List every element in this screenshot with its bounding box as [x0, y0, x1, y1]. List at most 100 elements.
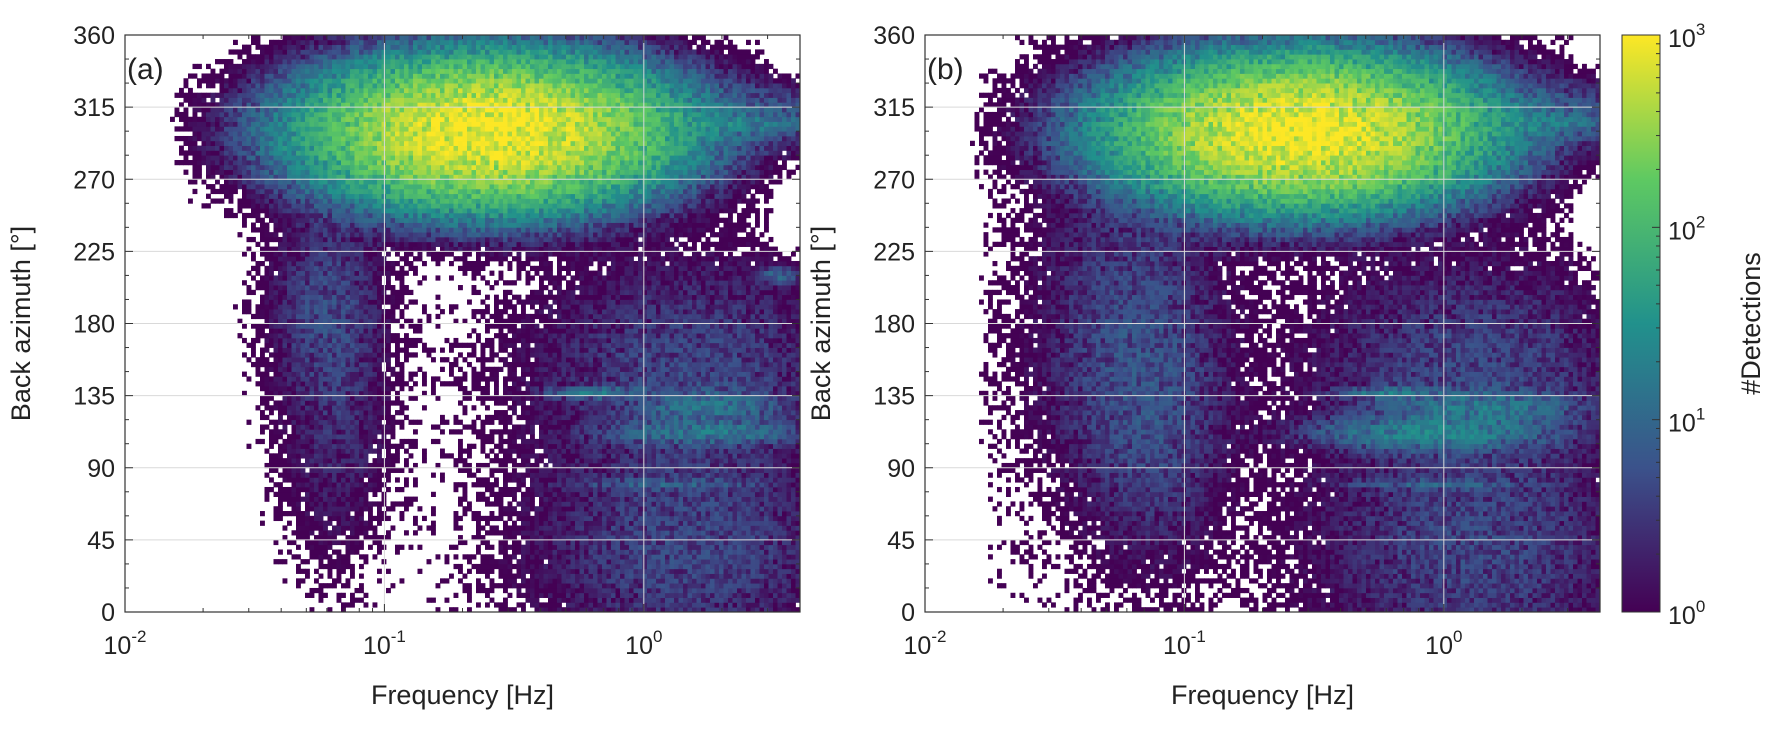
heatmap-cell: [287, 386, 292, 392]
heatmap-cell: [296, 198, 301, 204]
heatmap-cell: [278, 116, 283, 122]
heatmap-cell: [390, 73, 396, 79]
heatmap-cell: [206, 73, 211, 79]
heatmap-cell: [462, 87, 468, 94]
heatmap-cell: [345, 602, 351, 608]
heatmap-cell: [269, 299, 274, 305]
heatmap-cell: [440, 160, 445, 166]
heatmap-cell: [341, 472, 346, 478]
heatmap-cell: [386, 318, 391, 324]
heatmap-cell: [467, 203, 472, 209]
heatmap-cell: [215, 188, 220, 195]
heatmap-cell: [413, 203, 418, 209]
heatmap-cell: [368, 236, 373, 243]
heatmap-cell: [336, 59, 342, 65]
heatmap-cell: [350, 592, 355, 598]
heatmap-cell: [309, 49, 315, 55]
heatmap-cell: [255, 193, 261, 199]
heatmap-cell: [471, 386, 477, 392]
heatmap-cell: [462, 164, 468, 171]
heatmap-cell: [264, 97, 270, 103]
heatmap-cell: [359, 414, 364, 421]
heatmap-cell: [431, 174, 436, 180]
heatmap-cell: [363, 193, 369, 199]
heatmap-cell: [345, 472, 351, 478]
heatmap-cell: [282, 135, 288, 142]
heatmap-cell: [291, 328, 297, 334]
heatmap-cell: [215, 155, 220, 161]
heatmap-cell: [255, 217, 261, 223]
heatmap-cell: [426, 121, 432, 127]
heatmap-cell: [260, 511, 265, 517]
heatmap-cell: [431, 131, 436, 137]
heatmap-cell: [377, 511, 382, 517]
heatmap-cell: [287, 251, 292, 257]
heatmap-cell: [476, 251, 481, 257]
heatmap-cell: [291, 131, 297, 137]
heatmap-cell: [206, 83, 211, 89]
heatmap-cell: [399, 486, 405, 493]
heatmap-cell: [476, 135, 481, 142]
heatmap-cell: [404, 160, 409, 166]
heatmap-cell: [309, 111, 315, 118]
heatmap-cell: [462, 371, 468, 377]
heatmap-cell: [287, 265, 292, 272]
heatmap-cell: [296, 342, 301, 348]
heatmap-cell: [431, 347, 436, 353]
heatmap-cell: [323, 54, 328, 60]
heatmap-cell: [273, 184, 279, 190]
heatmap-cell: [440, 39, 445, 46]
heatmap-cell: [431, 424, 436, 430]
heatmap-cell: [264, 486, 270, 493]
heatmap-cell: [314, 520, 319, 526]
heatmap-cell: [341, 217, 346, 223]
heatmap-cell: [404, 179, 409, 185]
heatmap-cell: [296, 294, 301, 300]
heatmap-cell: [260, 352, 265, 358]
heatmap-cell: [260, 400, 265, 406]
heatmap-cell: [323, 472, 328, 478]
heatmap-cell: [377, 477, 382, 483]
heatmap-cell: [197, 135, 202, 142]
heatmap-cell: [332, 270, 337, 276]
heatmap-cell: [273, 160, 279, 166]
heatmap-cell: [341, 44, 346, 50]
heatmap-cell: [323, 309, 328, 315]
heatmap-cell: [341, 251, 346, 257]
heatmap-cell: [300, 309, 306, 315]
heatmap-cell: [444, 44, 450, 50]
heatmap-cell: [462, 260, 468, 267]
heatmap-cell: [323, 366, 328, 372]
heatmap-cell: [314, 251, 319, 257]
heatmap-cell: [246, 140, 252, 146]
heatmap-cell: [323, 361, 328, 368]
heatmap-cell: [219, 140, 225, 146]
heatmap-cell: [399, 400, 405, 406]
heatmap-cell: [345, 275, 351, 281]
heatmap-cell: [350, 597, 355, 603]
heatmap-cell: [282, 97, 288, 103]
heatmap-cell: [422, 102, 427, 108]
heatmap-cell: [332, 410, 337, 416]
heatmap-cell: [291, 381, 297, 387]
heatmap-cell: [188, 198, 193, 204]
heatmap-cell: [467, 164, 472, 171]
heatmap-cell: [264, 376, 270, 382]
heatmap-cell: [260, 361, 265, 368]
heatmap-cell: [323, 583, 328, 589]
heatmap-cell: [368, 342, 373, 348]
heatmap-cell: [273, 376, 279, 382]
heatmap-cell: [458, 222, 463, 228]
heatmap-cell: [480, 265, 486, 272]
heatmap-cell: [278, 63, 283, 70]
heatmap-cell: [431, 73, 436, 79]
heatmap-cell: [318, 275, 324, 281]
heatmap-cell: [300, 49, 306, 55]
heatmap-cell: [417, 318, 423, 324]
heatmap-cell: [462, 241, 468, 247]
heatmap-cell: [386, 217, 391, 223]
heatmap-cell: [377, 405, 382, 411]
heatmap-cell: [269, 462, 274, 469]
heatmap-cell: [228, 208, 234, 214]
heatmap-cell: [278, 549, 283, 555]
